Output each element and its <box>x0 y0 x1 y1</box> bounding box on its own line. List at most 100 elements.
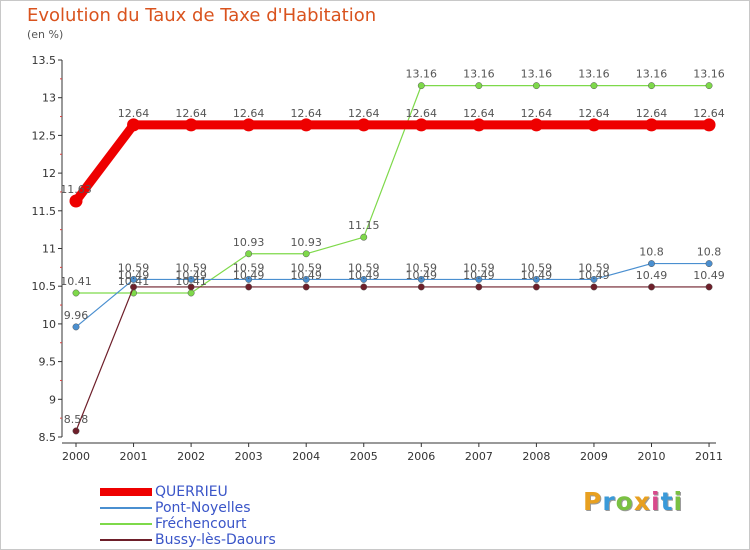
data-label: 10.49 <box>118 269 150 282</box>
x-tick-label: 2008 <box>522 450 550 463</box>
data-point <box>472 118 486 132</box>
data-point <box>69 194 83 208</box>
data-point <box>72 427 80 435</box>
data-label: 13.16 <box>463 68 495 81</box>
data-label: 10.49 <box>233 269 265 282</box>
data-point <box>529 118 543 132</box>
legend-swatch <box>100 539 152 541</box>
y-tick-label: 10.5 <box>32 280 57 293</box>
data-point <box>705 260 713 268</box>
data-point <box>590 275 598 283</box>
y-tick-label: 10 <box>42 318 56 331</box>
data-label: 13.16 <box>521 68 553 81</box>
data-label: 10.59 <box>406 261 438 274</box>
data-label: 8.58 <box>64 413 89 426</box>
data-label: 10.8 <box>697 246 722 259</box>
legend-label: Pont-Noyelles <box>155 500 251 516</box>
x-tick-label: 2005 <box>350 450 378 463</box>
data-label: 10.59 <box>233 261 265 274</box>
y-tick-label: 12 <box>42 167 56 180</box>
logo-letter: P <box>583 487 603 516</box>
y-tick-label: 13 <box>42 92 56 105</box>
legend-swatch <box>100 523 152 525</box>
data-point <box>72 323 80 331</box>
data-point <box>590 283 598 291</box>
logo-letter: i <box>673 487 684 516</box>
data-label: 10.41 <box>175 275 207 288</box>
series-line-2 <box>76 85 710 294</box>
logo-letter: t <box>660 487 674 516</box>
data-label: 10.41 <box>118 275 150 288</box>
data-point <box>475 275 483 283</box>
y-axis-unit: (en %) <box>27 28 64 41</box>
logo-letter: x <box>633 487 651 516</box>
data-point <box>417 275 425 283</box>
y-tick-label: 11.5 <box>32 205 57 218</box>
y-tick-label: 8.5 <box>39 431 57 444</box>
data-label: 10.49 <box>578 269 610 282</box>
data-point <box>242 118 256 132</box>
data-label: 10.49 <box>463 269 495 282</box>
data-point <box>360 283 368 291</box>
data-point <box>475 82 483 90</box>
data-label: 10.41 <box>60 275 92 288</box>
data-label: 11.15 <box>348 219 380 232</box>
data-label: 13.16 <box>578 68 610 81</box>
x-tick-label: 2003 <box>235 450 263 463</box>
data-point <box>245 250 253 258</box>
data-label: 10.49 <box>406 269 438 282</box>
data-label: 12.64 <box>290 107 322 120</box>
logo-letter: r <box>602 487 616 516</box>
data-point <box>245 275 253 283</box>
data-label: 10.93 <box>290 236 322 249</box>
legend-label: QUERRIEU <box>155 484 228 500</box>
x-tick-label: 2007 <box>465 450 493 463</box>
x-tick-label: 2006 <box>407 450 435 463</box>
legend-label: Fréchencourt <box>155 516 247 532</box>
data-point <box>302 275 310 283</box>
data-point <box>130 275 138 283</box>
data-point <box>72 289 80 297</box>
data-label: 13.16 <box>406 68 438 81</box>
data-point <box>187 283 195 291</box>
x-tick-label: 2002 <box>177 450 205 463</box>
data-point <box>705 82 713 90</box>
data-label: 10.93 <box>233 236 265 249</box>
data-label: 10.49 <box>348 269 380 282</box>
data-label: 11.63 <box>60 183 92 196</box>
y-tick-label: 9.5 <box>39 356 57 369</box>
data-point <box>127 118 141 132</box>
data-label: 13.16 <box>693 68 725 81</box>
data-point <box>648 260 655 268</box>
data-label: 9.96 <box>64 309 89 322</box>
data-label: 10.59 <box>175 261 207 274</box>
data-point <box>587 118 601 132</box>
data-point <box>645 118 658 132</box>
x-tick-label: 2009 <box>580 450 608 463</box>
y-tick-label: 11 <box>42 243 56 256</box>
y-tick-label: 13.5 <box>32 54 57 67</box>
data-label: 10.49 <box>290 269 322 282</box>
data-point <box>705 283 713 291</box>
data-point <box>245 283 253 291</box>
logo-letter: o <box>615 487 634 516</box>
data-label: 12.64 <box>693 107 725 120</box>
data-point <box>648 82 655 90</box>
data-point <box>648 283 655 291</box>
data-label: 10.59 <box>290 261 322 274</box>
data-point <box>299 118 313 132</box>
data-label: 12.64 <box>118 107 150 120</box>
data-label: 10.59 <box>463 261 495 274</box>
data-point <box>184 118 198 132</box>
data-point <box>532 283 540 291</box>
data-label: 10.59 <box>578 261 610 274</box>
data-label: 12.64 <box>521 107 553 120</box>
logo-letter: i <box>651 487 661 516</box>
x-tick-label: 2004 <box>292 450 320 463</box>
data-label: 12.64 <box>348 107 380 120</box>
chart-title: Evolution du Taux de Taxe d'Habitation <box>27 5 377 26</box>
data-label: 10.49 <box>693 269 725 282</box>
legend-swatch <box>100 488 152 496</box>
